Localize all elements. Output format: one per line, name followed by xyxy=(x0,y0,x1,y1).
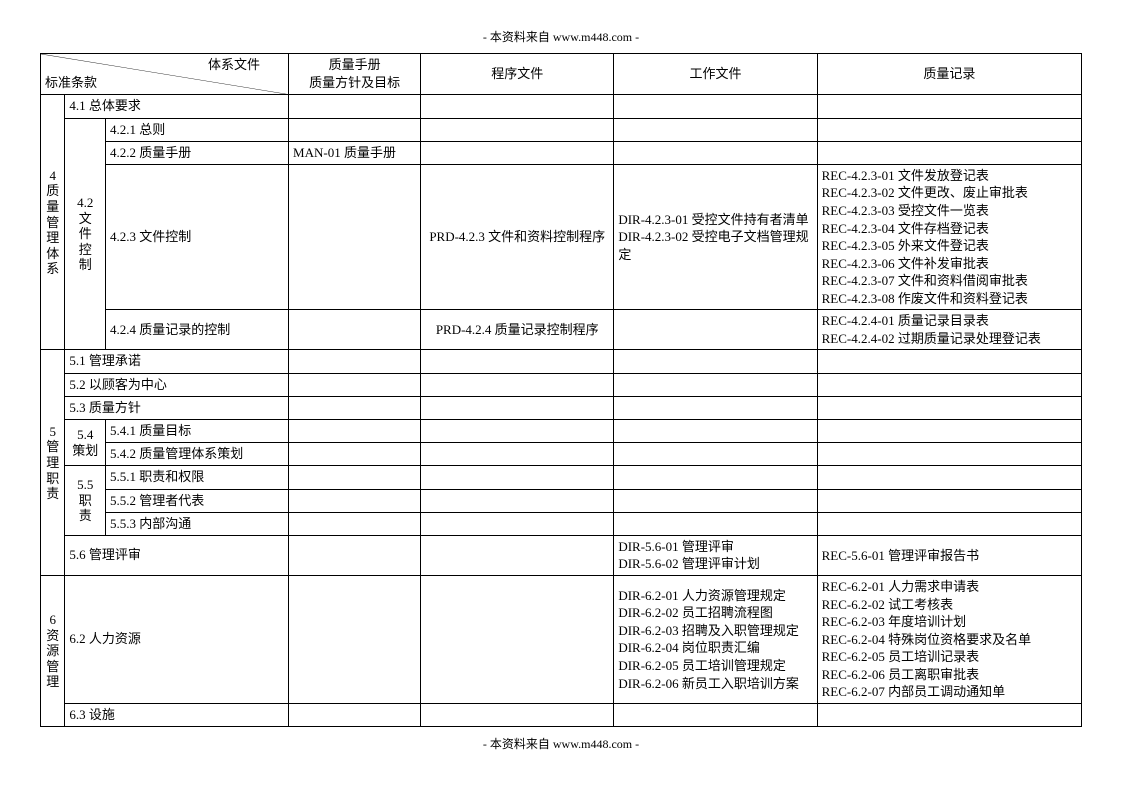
cell-5.4.2: 5.4.2 质量管理体系策划 xyxy=(106,443,289,466)
cell-5.4.1: 5.4.1 质量目标 xyxy=(106,419,289,442)
cell-5.6: 5.6 管理评审 xyxy=(65,535,289,575)
section4-label: 4质量管理体系 xyxy=(41,95,65,350)
cell-5.3: 5.3 质量方针 xyxy=(65,396,289,419)
source-line-bottom: - 本资料来自 www.m448.com - xyxy=(40,735,1082,752)
cell-6.3: 6.3 设施 xyxy=(65,703,289,726)
cell-5.5.2: 5.5.2 管理者代表 xyxy=(106,489,289,512)
row-4.2.2: 4.2.2 质量手册 MAN-01 质量手册 xyxy=(41,141,1082,164)
header-bottom-label: 标准条款 xyxy=(45,74,97,92)
section5-label: 5管理职责 xyxy=(41,350,65,576)
row-4.2.4: 4.2.4 质量记录的控制 PRD-4.2.4 质量记录控制程序 REC-4.2… xyxy=(41,310,1082,350)
cell-4.2.2: 4.2.2 质量手册 xyxy=(106,141,289,164)
cell-4.1: 4.1 总体要求 xyxy=(65,95,289,118)
header-manual: 质量手册质量方针及目标 xyxy=(289,54,421,95)
cell-4.2.4-proc: PRD-4.2.4 质量记录控制程序 xyxy=(421,310,614,350)
section54-label: 5.4策划 xyxy=(65,419,106,465)
cell-6.2-work: DIR-6.2-01 人力资源管理规定DIR-6.2-02 员工招聘流程图DIR… xyxy=(614,576,817,704)
cell-5.5.3: 5.5.3 内部沟通 xyxy=(106,512,289,535)
header-diagonal: 体系文件 标准条款 xyxy=(41,54,289,95)
cell-4.2.1: 4.2.1 总则 xyxy=(106,118,289,141)
row-5.5.1: 5.5职责 5.5.1 职责和权限 xyxy=(41,466,1082,489)
header-top-label: 体系文件 xyxy=(208,56,260,74)
cell-4.2.3-work: DIR-4.2.3-01 受控文件持有者清单DIR-4.2.3-02 受控电子文… xyxy=(614,164,817,309)
cell-6.2: 6.2 人力资源 xyxy=(65,576,289,704)
row-5.3: 5.3 质量方针 xyxy=(41,396,1082,419)
row-5.6: 5.6 管理评审 DIR-5.6-01 管理评审DIR-5.6-02 管理评审计… xyxy=(41,535,1082,575)
cell-5.1: 5.1 管理承诺 xyxy=(65,350,289,373)
row-6.2: 6资源管理 6.2 人力资源 DIR-6.2-01 人力资源管理规定DIR-6.… xyxy=(41,576,1082,704)
cell-4.2.3-rec: REC-4.2.3-01 文件发放登记表REC-4.2.3-02 文件更改、废止… xyxy=(817,164,1081,309)
row-5.5.3: 5.5.3 内部沟通 xyxy=(41,512,1082,535)
main-table: 体系文件 标准条款 质量手册质量方针及目标 程序文件 工作文件 质量记录 4质量… xyxy=(40,53,1082,727)
cell-4.2.2-manual: MAN-01 质量手册 xyxy=(289,141,421,164)
cell-5.6-rec: REC-5.6-01 管理评审报告书 xyxy=(817,535,1081,575)
header-rec: 质量记录 xyxy=(817,54,1081,95)
row-5.1: 5管理职责 5.1 管理承诺 xyxy=(41,350,1082,373)
row-6.3: 6.3 设施 xyxy=(41,703,1082,726)
section6-label: 6资源管理 xyxy=(41,576,65,727)
row-5.4.1: 5.4策划 5.4.1 质量目标 xyxy=(41,419,1082,442)
cell-5.2: 5.2 以顾客为中心 xyxy=(65,373,289,396)
header-row: 体系文件 标准条款 质量手册质量方针及目标 程序文件 工作文件 质量记录 xyxy=(41,54,1082,95)
row-4.2.1: 4.2文件控制 4.2.1 总则 xyxy=(41,118,1082,141)
row-4.1: 4质量管理体系 4.1 总体要求 xyxy=(41,95,1082,118)
cell-6.2-rec: REC-6.2-01 人力需求申请表REC-6.2-02 试工考核表REC-6.… xyxy=(817,576,1081,704)
cell-5.5.1: 5.5.1 职责和权限 xyxy=(106,466,289,489)
header-proc: 程序文件 xyxy=(421,54,614,95)
cell-5.6-work: DIR-5.6-01 管理评审DIR-5.6-02 管理评审计划 xyxy=(614,535,817,575)
row-5.4.2: 5.4.2 质量管理体系策划 xyxy=(41,443,1082,466)
cell-4.2.3: 4.2.3 文件控制 xyxy=(106,164,289,309)
header-work: 工作文件 xyxy=(614,54,817,95)
section42-label: 4.2文件控制 xyxy=(65,118,106,350)
cell-4.2.4: 4.2.4 质量记录的控制 xyxy=(106,310,289,350)
row-5.2: 5.2 以顾客为中心 xyxy=(41,373,1082,396)
section55-label: 5.5职责 xyxy=(65,466,106,536)
row-5.5.2: 5.5.2 管理者代表 xyxy=(41,489,1082,512)
source-line-top: - 本资料来自 www.m448.com - xyxy=(40,28,1082,45)
cell-4.2.4-rec: REC-4.2.4-01 质量记录目录表REC-4.2.4-02 过期质量记录处… xyxy=(817,310,1081,350)
row-4.2.3: 4.2.3 文件控制 PRD-4.2.3 文件和资料控制程序 DIR-4.2.3… xyxy=(41,164,1082,309)
cell-4.2.3-proc: PRD-4.2.3 文件和资料控制程序 xyxy=(421,164,614,309)
